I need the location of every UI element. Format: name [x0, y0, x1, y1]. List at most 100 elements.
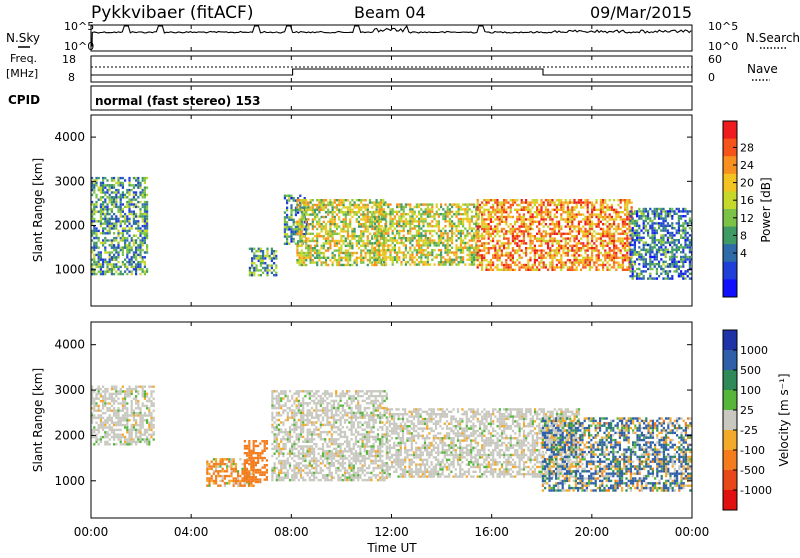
velocity-cell	[131, 402, 133, 404]
power-cell	[144, 194, 146, 196]
velocity-cell	[153, 405, 155, 407]
power-cell	[102, 242, 104, 244]
power-cell	[358, 223, 360, 225]
power-cell	[569, 201, 571, 203]
velocity-cell	[133, 410, 135, 412]
power-cell	[365, 228, 367, 230]
power-cell	[466, 230, 468, 232]
power-cell	[527, 259, 529, 261]
velocity-cell	[244, 471, 246, 473]
velocity-cell	[208, 485, 210, 487]
power-cell	[358, 204, 360, 206]
power-cell	[651, 225, 653, 227]
power-cell	[505, 254, 507, 256]
power-cell	[440, 242, 442, 244]
power-cell	[360, 257, 362, 259]
power-cell	[102, 244, 104, 246]
power-cell	[613, 245, 615, 247]
power-cell	[473, 235, 475, 237]
power-cell	[529, 211, 531, 213]
power-cell	[499, 209, 501, 211]
velocity-cell	[144, 405, 146, 407]
velocity-cell	[244, 482, 246, 484]
power-cell	[383, 237, 385, 239]
power-cell	[349, 242, 351, 244]
power-cell	[684, 273, 686, 275]
power-cell	[587, 242, 589, 244]
power-cell	[338, 257, 340, 259]
power-cell	[514, 209, 516, 211]
power-cell	[595, 259, 597, 261]
power-cell	[427, 259, 429, 261]
power-cell	[290, 209, 292, 211]
power-cell	[682, 249, 684, 251]
power-cell	[305, 201, 307, 203]
power-cell	[338, 264, 340, 266]
power-cell	[106, 213, 108, 215]
velocity-cell	[117, 398, 119, 400]
velocity-cell	[115, 434, 117, 436]
power-cell	[558, 233, 560, 235]
velocity-cell	[148, 426, 150, 428]
power-cell	[624, 201, 626, 203]
power-cell	[135, 220, 137, 222]
power-cell	[120, 182, 122, 184]
power-cell	[137, 237, 139, 239]
power-cell	[409, 230, 411, 232]
power-cell	[113, 268, 115, 270]
power-cell	[647, 213, 649, 215]
power-cell	[343, 230, 345, 232]
power-cell	[444, 247, 446, 249]
velocity-cell	[113, 393, 115, 395]
power-cell	[689, 273, 691, 275]
power-cell	[447, 208, 449, 210]
power-cell	[104, 237, 106, 239]
power-cell	[569, 221, 571, 223]
power-cell	[613, 261, 615, 263]
power-cell	[95, 261, 97, 263]
power-cell	[301, 242, 303, 244]
power-cell	[549, 249, 551, 251]
power-cell	[122, 254, 124, 256]
power-cell	[629, 222, 631, 224]
velocity-cell	[128, 414, 130, 416]
power-cell	[576, 252, 578, 254]
power-cell	[427, 242, 429, 244]
power-cell	[95, 244, 97, 246]
power-cell	[420, 208, 422, 210]
power-cell	[651, 241, 653, 243]
velocity-cell	[246, 459, 248, 461]
power-cell	[427, 263, 429, 265]
power-cell	[587, 240, 589, 242]
power-cell	[587, 245, 589, 247]
power-cell	[640, 256, 642, 258]
velocity-cell	[139, 426, 141, 428]
power-cell	[111, 215, 113, 217]
power-cell	[540, 201, 542, 203]
power-cell	[556, 247, 558, 249]
power-cell	[656, 273, 658, 275]
power-cell	[299, 225, 301, 227]
power-cell	[305, 237, 307, 239]
station-title: Pykkvibaer (fitACF)	[91, 3, 253, 23]
noise-search-label: N.Search	[746, 31, 800, 45]
power-cell	[381, 225, 383, 227]
power-cell	[613, 266, 615, 268]
power-cell	[345, 221, 347, 223]
power-cell	[460, 239, 462, 241]
power-cell	[527, 201, 529, 203]
power-cell	[95, 177, 97, 179]
power-cell	[146, 225, 148, 227]
power-cell	[398, 211, 400, 213]
power-cell	[438, 208, 440, 210]
power-cell	[115, 206, 117, 208]
power-cell	[383, 208, 385, 210]
power-cell	[113, 196, 115, 198]
power-cell	[658, 246, 660, 248]
power-cell	[565, 247, 567, 249]
power-cell	[477, 209, 479, 211]
power-cell	[595, 225, 597, 227]
power-cell	[578, 261, 580, 263]
velocity-cell	[244, 462, 246, 464]
power-cell	[529, 233, 531, 235]
